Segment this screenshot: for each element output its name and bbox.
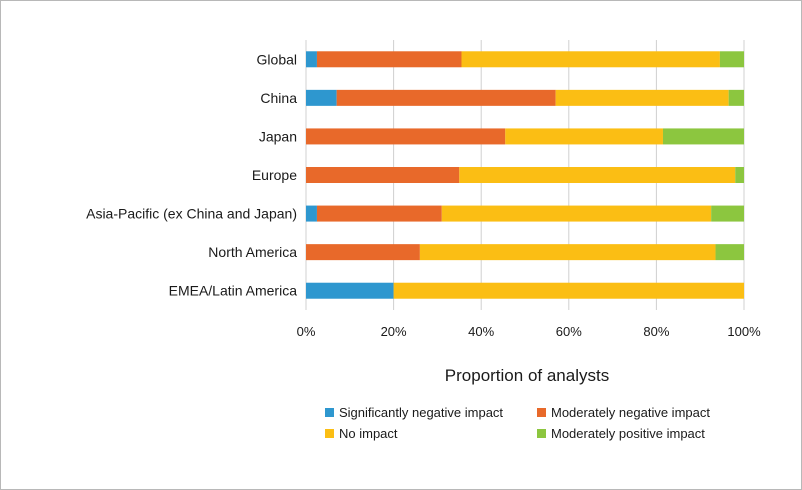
bar-segment — [459, 167, 736, 183]
x-tick-label: 80% — [643, 324, 669, 339]
category-label: Europe — [252, 167, 297, 183]
x-tick-label: 60% — [556, 324, 582, 339]
category-label: Asia-Pacific (ex China and Japan) — [86, 206, 297, 222]
bar-segment — [306, 128, 506, 145]
bar-segment — [735, 167, 744, 183]
x-axis-label: Proportion of analysts — [445, 366, 609, 385]
legend-label: No impact — [339, 426, 398, 441]
x-tick-label: 0% — [297, 324, 316, 339]
bar-segment — [662, 128, 744, 145]
bar-segment — [306, 282, 394, 299]
legend-swatch — [537, 429, 546, 438]
bar-segment — [393, 282, 744, 299]
bar-segment — [715, 244, 744, 261]
category-label: North America — [208, 244, 297, 260]
bar-segment — [461, 51, 720, 68]
bar-segment — [711, 205, 744, 222]
x-tick-label: 20% — [381, 324, 407, 339]
x-tick-labels: 0% 20% 40% 60% 80% 100% — [297, 324, 761, 339]
legend: Significantly negative impact Moderately … — [325, 405, 710, 441]
bar-segment — [316, 51, 462, 68]
bars — [306, 51, 744, 299]
x-tick-label: 40% — [468, 324, 494, 339]
category-label: Japan — [259, 128, 297, 144]
bar-segment — [306, 244, 420, 261]
legend-label: Moderately positive impact — [551, 426, 705, 441]
bar-segment — [728, 89, 744, 106]
legend-swatch — [325, 429, 334, 438]
bar-segment — [306, 51, 317, 68]
bar-segment — [306, 167, 460, 183]
bar-segment — [306, 205, 317, 222]
bar-segment — [441, 205, 712, 222]
bar-segment — [555, 89, 729, 106]
legend-swatch — [537, 408, 546, 417]
category-label: China — [260, 90, 297, 106]
bar-segment — [316, 205, 442, 222]
legend-swatch — [325, 408, 334, 417]
bar-segment — [419, 244, 716, 261]
bar-segment — [306, 89, 337, 106]
x-tick-label: 100% — [727, 324, 761, 339]
category-label: EMEA/Latin America — [169, 283, 298, 299]
legend-label: Moderately negative impact — [551, 405, 710, 420]
legend-label: Significantly negative impact — [339, 405, 503, 420]
bar-segment — [719, 51, 744, 68]
category-labels: Global China Japan Europe Asia-Pacific (ex C… — [86, 51, 297, 298]
category-label: Global — [257, 51, 297, 67]
bar-segment — [505, 128, 663, 145]
bar-segment — [336, 89, 556, 106]
